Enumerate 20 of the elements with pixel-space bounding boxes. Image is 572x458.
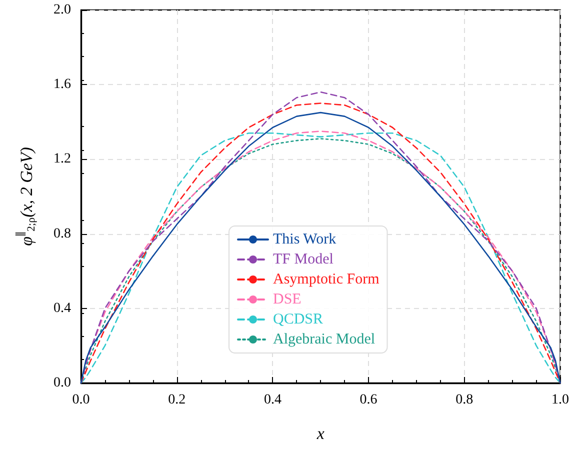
x-tick-label: 0.6 (360, 392, 378, 408)
x-tick-label: 1.0 (552, 392, 569, 408)
x-tick-label: 0.2 (168, 392, 186, 408)
y-axis-title: φ∥2;ρ(x, 2 GeV) (14, 146, 38, 246)
y-tick-label: 0.8 (54, 226, 71, 242)
y-tick-label: 2.0 (54, 2, 71, 18)
y-tick-label: 0.4 (54, 300, 71, 316)
legend-label: TF Model (273, 252, 334, 268)
legend-label: QCDSR (273, 312, 324, 328)
y-tick-label: 0.0 (54, 376, 71, 390)
legend-label: DSE (273, 292, 302, 308)
y-tick-label: 1.6 (54, 77, 71, 92)
x-tick-label: 0.4 (264, 392, 282, 408)
legend-label: Asymptotic Form (273, 272, 380, 288)
x-tick-label: 0.8 (456, 392, 474, 408)
x-tick-label: 0.0 (72, 392, 90, 408)
legend-label: Algebraic Model (273, 332, 376, 348)
x-axis-title: x (316, 424, 325, 443)
legend-label: This Work (273, 232, 337, 248)
y-tick-label: 1.2 (54, 152, 71, 167)
